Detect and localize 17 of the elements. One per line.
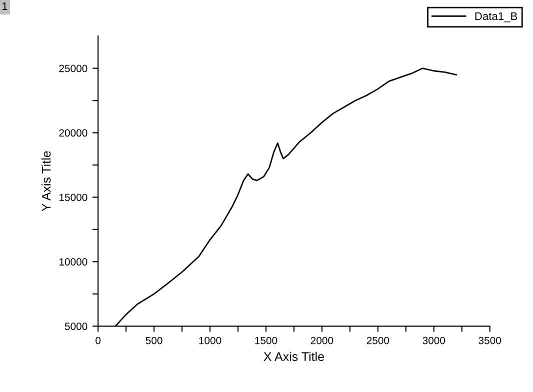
x-tick-label: 3500 — [478, 336, 502, 344]
y-tick-label: 10000 — [59, 258, 88, 266]
x-tick-label: 1000 — [199, 336, 222, 344]
legend-label: Data1_B — [475, 12, 518, 22]
y-tick-label: 20000 — [59, 129, 88, 137]
x-axis-title: X Axis Title — [264, 352, 324, 362]
x-tick-label: 0 — [96, 336, 101, 344]
x-tick-label: 1500 — [255, 336, 278, 344]
y-axis-title: Y Axis Title — [41, 151, 51, 212]
y-tick-label: 15000 — [59, 194, 88, 202]
text: 1 — [2, 2, 8, 10]
x-tick-label: 2000 — [310, 336, 334, 344]
x-tick-label: 500 — [146, 336, 162, 344]
x-tick-label: 3000 — [422, 336, 446, 344]
x-tick-label: 2500 — [366, 336, 390, 344]
y-tick-label: 25000 — [59, 64, 88, 72]
y-tick-label: 5000 — [64, 322, 88, 330]
